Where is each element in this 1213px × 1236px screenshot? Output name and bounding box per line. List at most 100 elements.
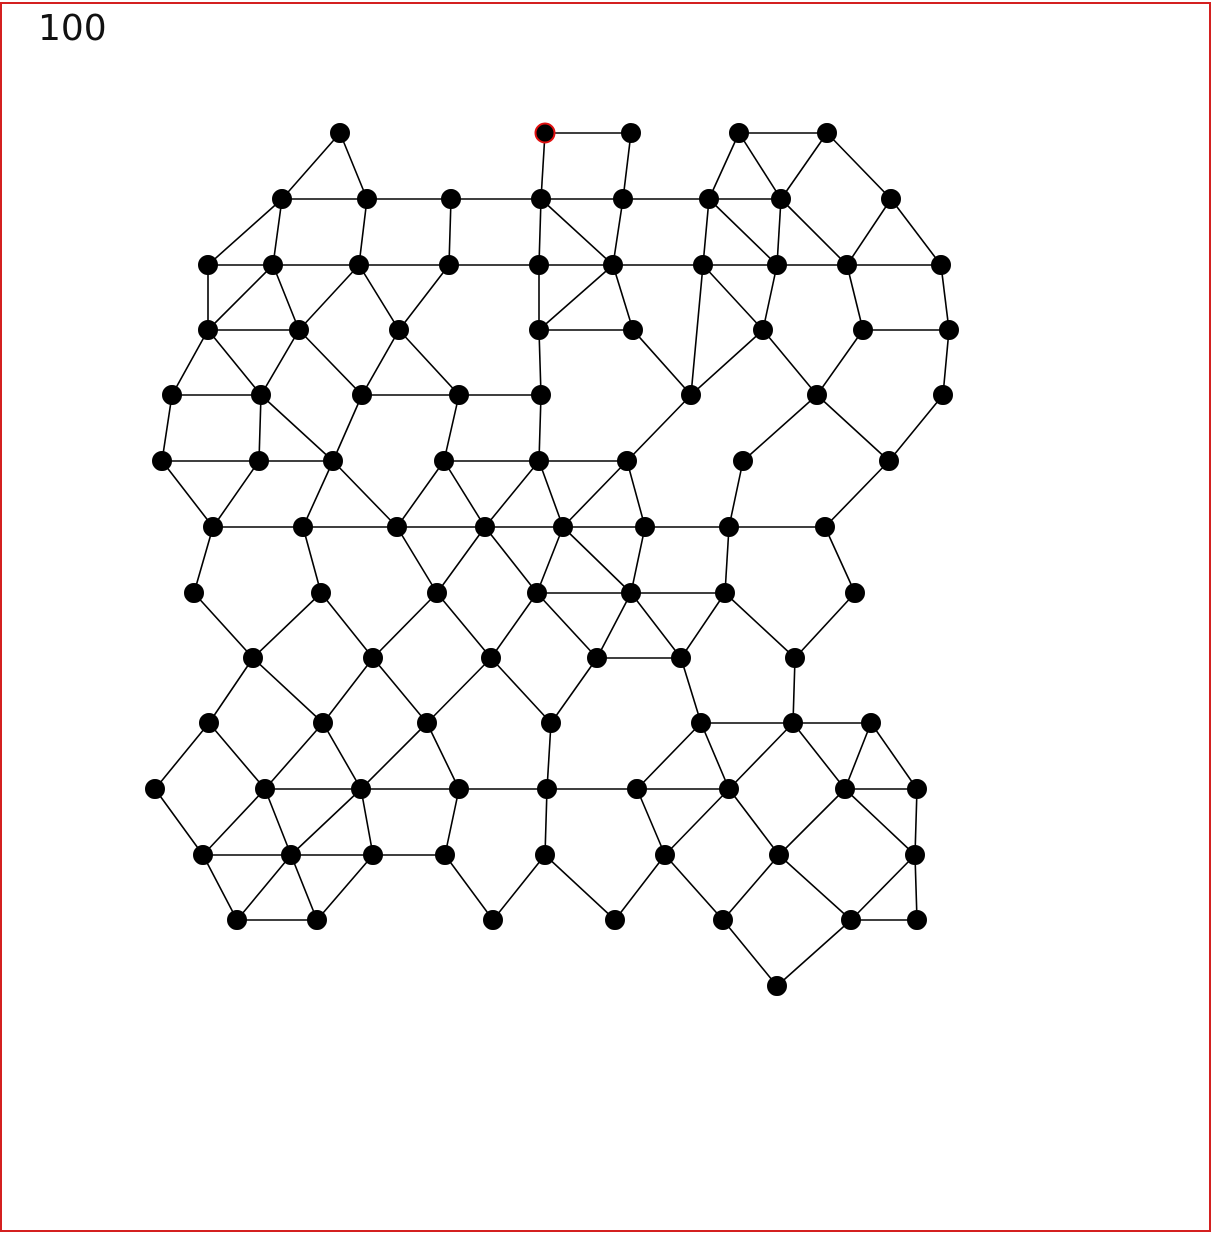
node[interactable] bbox=[845, 583, 865, 603]
node[interactable] bbox=[635, 517, 655, 537]
node[interactable] bbox=[441, 189, 461, 209]
node[interactable] bbox=[681, 385, 701, 405]
node[interactable] bbox=[198, 320, 218, 340]
node[interactable] bbox=[243, 648, 263, 668]
node[interactable] bbox=[605, 910, 625, 930]
node[interactable] bbox=[767, 976, 787, 996]
node[interactable] bbox=[627, 779, 647, 799]
node[interactable] bbox=[439, 255, 459, 275]
node[interactable] bbox=[481, 648, 501, 668]
node[interactable] bbox=[621, 123, 641, 143]
node[interactable] bbox=[145, 779, 165, 799]
node[interactable] bbox=[330, 123, 350, 143]
node[interactable] bbox=[263, 255, 283, 275]
node[interactable] bbox=[293, 517, 313, 537]
node[interactable] bbox=[655, 845, 675, 865]
node[interactable] bbox=[623, 320, 643, 340]
node[interactable] bbox=[198, 255, 218, 275]
node[interactable] bbox=[483, 910, 503, 930]
node[interactable] bbox=[719, 779, 739, 799]
node[interactable] bbox=[417, 713, 437, 733]
node[interactable] bbox=[351, 779, 371, 799]
node[interactable] bbox=[363, 648, 383, 668]
node[interactable] bbox=[807, 385, 827, 405]
node[interactable] bbox=[931, 255, 951, 275]
node[interactable] bbox=[733, 451, 753, 471]
node[interactable] bbox=[323, 451, 343, 471]
node[interactable] bbox=[531, 189, 551, 209]
node[interactable] bbox=[699, 189, 719, 209]
node[interactable] bbox=[729, 123, 749, 143]
node[interactable] bbox=[434, 451, 454, 471]
node[interactable] bbox=[719, 517, 739, 537]
node[interactable] bbox=[841, 910, 861, 930]
node[interactable] bbox=[357, 189, 377, 209]
node[interactable] bbox=[449, 779, 469, 799]
node[interactable] bbox=[537, 779, 557, 799]
node[interactable] bbox=[933, 385, 953, 405]
node[interactable] bbox=[771, 189, 791, 209]
node[interactable] bbox=[879, 451, 899, 471]
node[interactable] bbox=[835, 779, 855, 799]
node[interactable] bbox=[435, 845, 455, 865]
node[interactable] bbox=[767, 255, 787, 275]
node[interactable] bbox=[289, 320, 309, 340]
node[interactable] bbox=[251, 385, 271, 405]
node[interactable] bbox=[587, 648, 607, 668]
node[interactable] bbox=[907, 779, 927, 799]
node[interactable] bbox=[272, 189, 292, 209]
node[interactable] bbox=[769, 845, 789, 865]
node[interactable] bbox=[783, 713, 803, 733]
node[interactable] bbox=[255, 779, 275, 799]
node[interactable] bbox=[691, 713, 711, 733]
node[interactable] bbox=[529, 320, 549, 340]
node[interactable] bbox=[861, 713, 881, 733]
selected-node[interactable] bbox=[534, 122, 556, 144]
node[interactable] bbox=[603, 255, 623, 275]
node[interactable] bbox=[939, 320, 959, 340]
node[interactable] bbox=[617, 451, 637, 471]
node[interactable] bbox=[281, 845, 301, 865]
node[interactable] bbox=[389, 320, 409, 340]
node[interactable] bbox=[449, 385, 469, 405]
node[interactable] bbox=[427, 583, 447, 603]
node[interactable] bbox=[527, 583, 547, 603]
node[interactable] bbox=[203, 517, 223, 537]
node[interactable] bbox=[671, 648, 691, 668]
node[interactable] bbox=[785, 648, 805, 668]
node[interactable] bbox=[227, 910, 247, 930]
node[interactable] bbox=[715, 583, 735, 603]
node[interactable] bbox=[475, 517, 495, 537]
node[interactable] bbox=[693, 255, 713, 275]
node[interactable] bbox=[531, 385, 551, 405]
node[interactable] bbox=[152, 451, 172, 471]
node[interactable] bbox=[553, 517, 573, 537]
node[interactable] bbox=[713, 910, 733, 930]
node[interactable] bbox=[249, 451, 269, 471]
node[interactable] bbox=[541, 713, 561, 733]
node[interactable] bbox=[199, 713, 219, 733]
node[interactable] bbox=[905, 845, 925, 865]
node[interactable] bbox=[853, 320, 873, 340]
node[interactable] bbox=[621, 583, 641, 603]
node[interactable] bbox=[352, 385, 372, 405]
node[interactable] bbox=[535, 845, 555, 865]
node[interactable] bbox=[613, 189, 633, 209]
node[interactable] bbox=[162, 385, 182, 405]
node[interactable] bbox=[837, 255, 857, 275]
node[interactable] bbox=[313, 713, 333, 733]
node[interactable] bbox=[349, 255, 369, 275]
node[interactable] bbox=[529, 255, 549, 275]
node[interactable] bbox=[193, 845, 213, 865]
node[interactable] bbox=[753, 320, 773, 340]
node[interactable] bbox=[387, 517, 407, 537]
node[interactable] bbox=[307, 910, 327, 930]
node[interactable] bbox=[529, 451, 549, 471]
node[interactable] bbox=[184, 583, 204, 603]
node[interactable] bbox=[363, 845, 383, 865]
node[interactable] bbox=[817, 123, 837, 143]
node[interactable] bbox=[881, 189, 901, 209]
node[interactable] bbox=[311, 583, 331, 603]
node[interactable] bbox=[815, 517, 835, 537]
node[interactable] bbox=[907, 910, 927, 930]
